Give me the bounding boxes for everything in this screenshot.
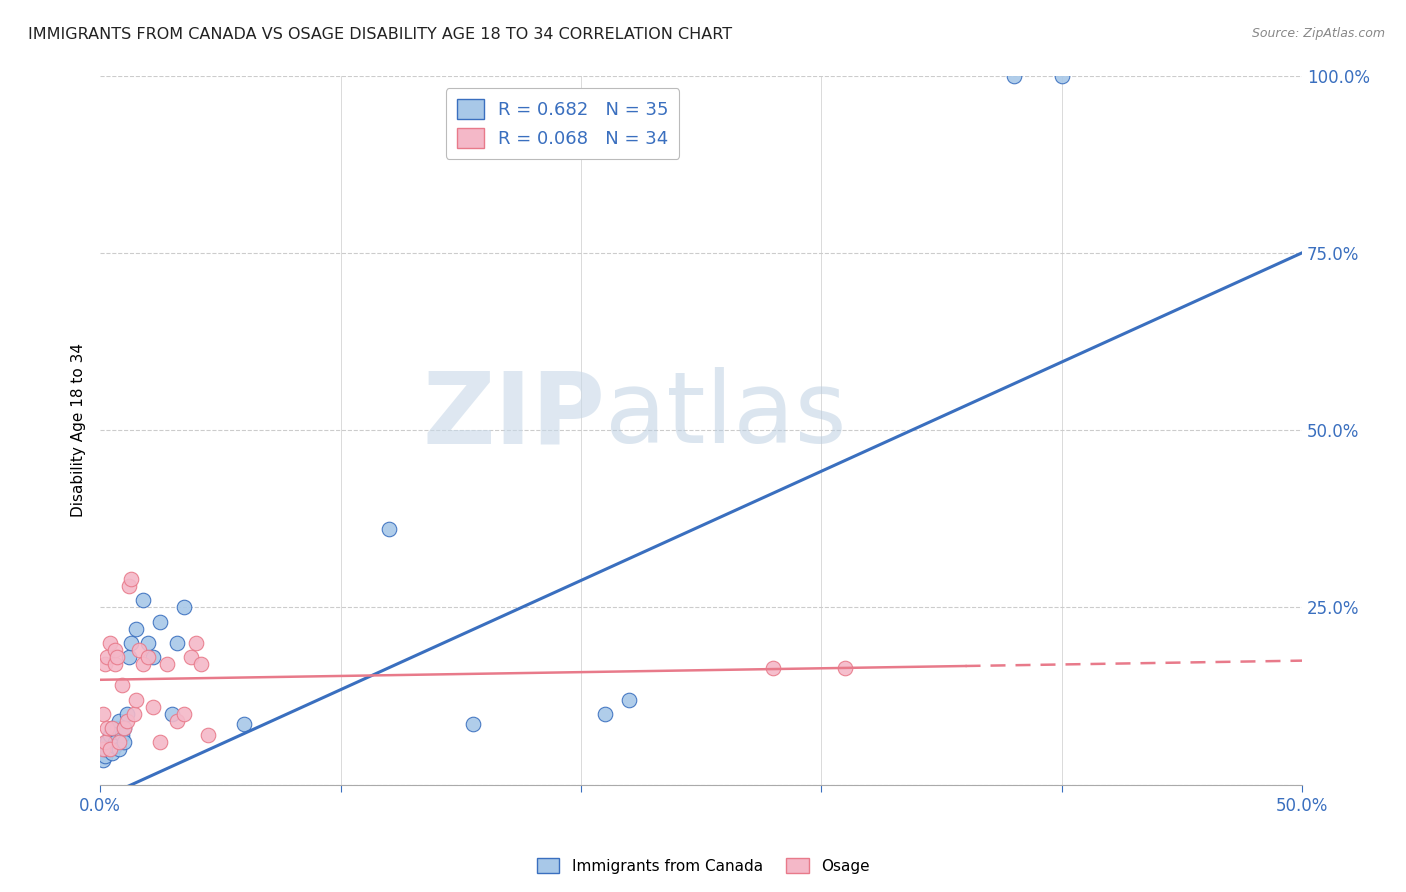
Point (125, 692, 148, 706)
Point (94, 742, 117, 756)
Point (105, 721, 128, 735)
Point (98, 728, 121, 742)
Point (94, 749, 117, 764)
Point (593, 706, 616, 721)
Point (186, 636, 208, 650)
Point (142, 699, 165, 714)
Point (112, 721, 135, 735)
Point (136, 636, 159, 650)
Point (115, 714, 138, 728)
Point (96, 721, 118, 735)
Point (1050, 69, 1073, 83)
Point (149, 615, 172, 629)
Point (94, 735, 117, 749)
Point (173, 706, 195, 721)
Text: atlas: atlas (605, 368, 846, 465)
Point (118, 650, 141, 665)
Point (98, 742, 121, 756)
Point (1002, 69, 1025, 83)
Point (108, 735, 131, 749)
Point (103, 643, 125, 657)
Point (103, 735, 125, 749)
Text: IMMIGRANTS FROM CANADA VS OSAGE DISABILITY AGE 18 TO 34 CORRELATION CHART: IMMIGRANTS FROM CANADA VS OSAGE DISABILI… (28, 27, 733, 42)
Point (91, 706, 114, 721)
Point (118, 579, 141, 593)
Point (112, 721, 135, 735)
Point (108, 742, 131, 756)
Y-axis label: Disability Age 18 to 34: Disability Age 18 to 34 (72, 343, 86, 517)
Point (834, 661, 856, 675)
Point (103, 657, 125, 672)
Point (103, 739, 125, 753)
Point (173, 600, 195, 615)
Point (98, 742, 121, 756)
Point (115, 706, 138, 721)
Point (111, 678, 134, 692)
Point (112, 735, 135, 749)
Point (180, 650, 202, 665)
Point (162, 706, 184, 721)
Legend: R = 0.682   N = 35, R = 0.068   N = 34: R = 0.682 N = 35, R = 0.068 N = 34 (446, 88, 679, 159)
Point (149, 735, 172, 749)
Point (132, 593, 155, 607)
Point (98, 636, 121, 650)
Point (96, 735, 118, 749)
Point (120, 572, 142, 586)
Point (166, 714, 188, 728)
Point (94, 657, 117, 672)
Point (197, 728, 219, 742)
Point (108, 714, 131, 728)
Point (91, 753, 114, 767)
Point (377, 523, 399, 537)
Point (96, 735, 118, 749)
Point (91, 742, 114, 756)
Point (156, 657, 179, 672)
Point (96, 650, 118, 665)
Point (132, 657, 155, 672)
Point (105, 650, 128, 665)
Legend: Immigrants from Canada, Osage: Immigrants from Canada, Osage (530, 852, 876, 880)
Point (461, 717, 484, 731)
Point (101, 721, 124, 735)
Point (142, 650, 165, 665)
Point (762, 661, 785, 675)
Point (125, 622, 148, 636)
Point (122, 706, 145, 721)
Point (136, 650, 159, 665)
Point (101, 721, 124, 735)
Point (190, 657, 212, 672)
Point (128, 643, 150, 657)
Point (617, 692, 640, 706)
Point (111, 728, 134, 742)
Point (166, 636, 188, 650)
Text: Source: ZipAtlas.com: Source: ZipAtlas.com (1251, 27, 1385, 40)
Point (101, 746, 124, 760)
Text: ZIP: ZIP (422, 368, 605, 465)
Point (233, 717, 256, 731)
Point (120, 636, 142, 650)
